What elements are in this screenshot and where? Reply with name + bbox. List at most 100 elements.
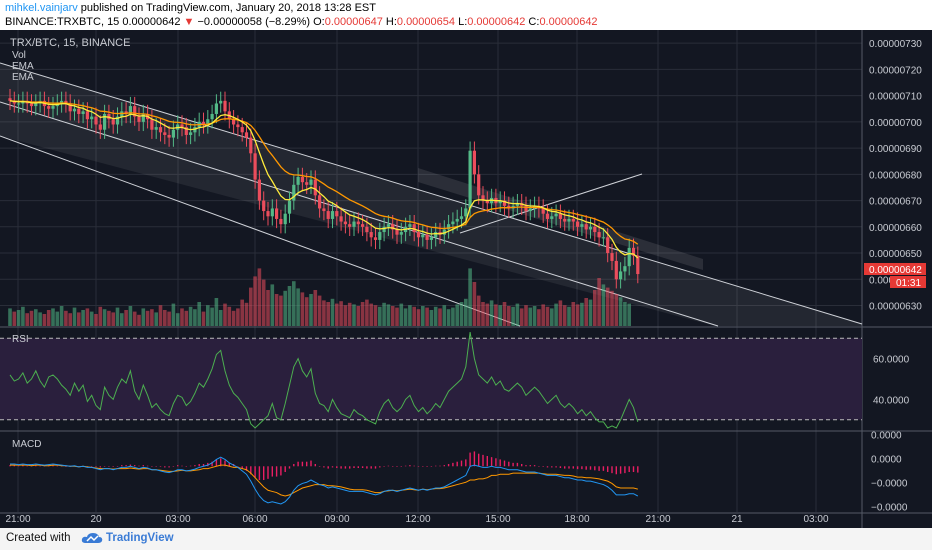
last-price-badge bbox=[864, 263, 926, 275]
volume-bar bbox=[25, 313, 29, 326]
macd-line bbox=[10, 456, 639, 505]
macd-histogram-bar bbox=[422, 466, 424, 467]
macd-histogram-bar bbox=[142, 465, 144, 467]
macd-histogram-bar bbox=[559, 466, 562, 468]
volume-bar bbox=[605, 287, 610, 326]
volume-bar bbox=[120, 313, 124, 326]
volume-bar bbox=[524, 305, 528, 326]
volume-bar bbox=[77, 312, 81, 326]
volume-bar bbox=[339, 301, 343, 326]
macd-histogram-bar bbox=[607, 466, 609, 472]
macd-histogram-bar bbox=[327, 466, 329, 469]
price-tick-label: 0.00000700 bbox=[869, 118, 922, 129]
open-label: O: bbox=[310, 16, 325, 28]
tradingview-brand[interactable]: TradingView bbox=[106, 532, 174, 544]
ema-slow-line bbox=[9, 100, 639, 245]
macd-histogram-bar bbox=[452, 462, 454, 467]
volume-bar bbox=[451, 307, 455, 326]
snapshot-header: mihkel.vainjarv published on TradingView… bbox=[0, 0, 932, 30]
high-value: 0.00000654 bbox=[396, 16, 456, 28]
volume-bar bbox=[352, 304, 356, 326]
volume-bar bbox=[618, 297, 623, 326]
volume-bar bbox=[107, 310, 111, 326]
macd-histogram-bar bbox=[426, 466, 428, 467]
macd-histogram-bar bbox=[546, 466, 549, 468]
candle-body bbox=[8, 98, 12, 101]
macd-histogram-bar bbox=[624, 466, 626, 474]
macd-histogram-bar bbox=[499, 459, 501, 467]
price-tick-label: 0.00000690 bbox=[869, 144, 922, 155]
macd-histogram-bar bbox=[228, 462, 230, 467]
volume-bar bbox=[390, 306, 395, 326]
candle-body bbox=[502, 200, 507, 206]
candle-body bbox=[219, 100, 223, 104]
candle-body bbox=[72, 108, 77, 112]
macd-histogram-bar bbox=[486, 456, 488, 467]
candle-body bbox=[352, 221, 356, 227]
candle-body bbox=[85, 111, 89, 120]
volume-bar bbox=[89, 311, 94, 326]
macd-histogram-bar bbox=[383, 466, 385, 467]
macd-histogram-bar bbox=[211, 461, 213, 467]
macd-histogram-bar bbox=[241, 466, 243, 469]
candle-body bbox=[369, 232, 373, 238]
macd-histogram-bar bbox=[417, 466, 420, 467]
symbol-price: BINANCE:TRXBTC, 15 0.00000642 bbox=[5, 16, 181, 28]
time-tick-label: 21:00 bbox=[5, 514, 30, 525]
volume-bar bbox=[455, 304, 459, 326]
macd-histogram-bar bbox=[619, 466, 622, 474]
macd-histogram-bar bbox=[220, 458, 222, 467]
macd-histogram-bar bbox=[56, 465, 58, 467]
candle-body bbox=[296, 176, 300, 185]
candle-body bbox=[77, 108, 81, 114]
candle-body bbox=[184, 127, 188, 135]
time-tick-label: 21 bbox=[731, 514, 743, 525]
macd-histogram-bar bbox=[538, 466, 540, 467]
macd-histogram-bar bbox=[237, 466, 239, 467]
time-tick-label: 18:00 bbox=[564, 514, 589, 525]
candle-body bbox=[554, 213, 558, 217]
legend-vol: Vol bbox=[12, 50, 26, 61]
candle-body bbox=[81, 111, 85, 114]
volume-bar bbox=[347, 302, 352, 326]
candle-body bbox=[541, 208, 545, 214]
volume-bar bbox=[34, 309, 38, 326]
volume-bar bbox=[571, 302, 576, 326]
volume-bar bbox=[124, 310, 128, 326]
macd-histogram-bar bbox=[39, 465, 41, 467]
candle-body bbox=[455, 218, 459, 222]
volume-bar bbox=[365, 299, 369, 326]
volume-bar bbox=[317, 295, 322, 326]
candle-body bbox=[12, 100, 16, 104]
volume-bar bbox=[257, 268, 262, 326]
candle-body bbox=[60, 100, 64, 104]
volume-bar bbox=[326, 302, 330, 326]
candle-body bbox=[257, 179, 261, 201]
candle-body bbox=[576, 221, 580, 227]
candle-body bbox=[378, 232, 382, 240]
legend-pair: TRX/BTC, 15, BINANCE bbox=[10, 37, 130, 49]
macd-histogram-bar bbox=[594, 466, 596, 471]
macd-histogram-bar bbox=[323, 466, 325, 468]
macd-histogram-bar bbox=[542, 466, 544, 467]
chart-canvas[interactable]: 40.0000 60.0000 0.0000 0.0000 −0.0000 −0.000… bbox=[0, 30, 932, 528]
candle-body bbox=[365, 226, 369, 233]
time-tick-label: 20 bbox=[90, 514, 102, 525]
volume-bar bbox=[382, 302, 386, 326]
macd-histogram-bar bbox=[576, 466, 579, 470]
candle-body bbox=[515, 203, 519, 206]
volume-bar bbox=[193, 309, 197, 326]
volume-bar bbox=[502, 302, 507, 326]
time-axis: 21:00 20 03:00 06:00 09:00 12:00 15:00 18:00 21:… bbox=[5, 514, 828, 525]
macd-histogram-bar bbox=[585, 466, 587, 470]
volume-bar bbox=[601, 284, 606, 326]
time-tick-label: 03:00 bbox=[165, 514, 190, 525]
macd-histogram-bar bbox=[409, 465, 411, 467]
author-link[interactable]: mihkel.vainjarv bbox=[5, 2, 78, 14]
volume-bar bbox=[150, 309, 154, 326]
macd-histogram-bar bbox=[198, 464, 200, 467]
volume-bar bbox=[145, 310, 150, 326]
candle-body bbox=[34, 103, 38, 107]
candle-body bbox=[300, 176, 304, 183]
candle-body bbox=[283, 213, 287, 225]
